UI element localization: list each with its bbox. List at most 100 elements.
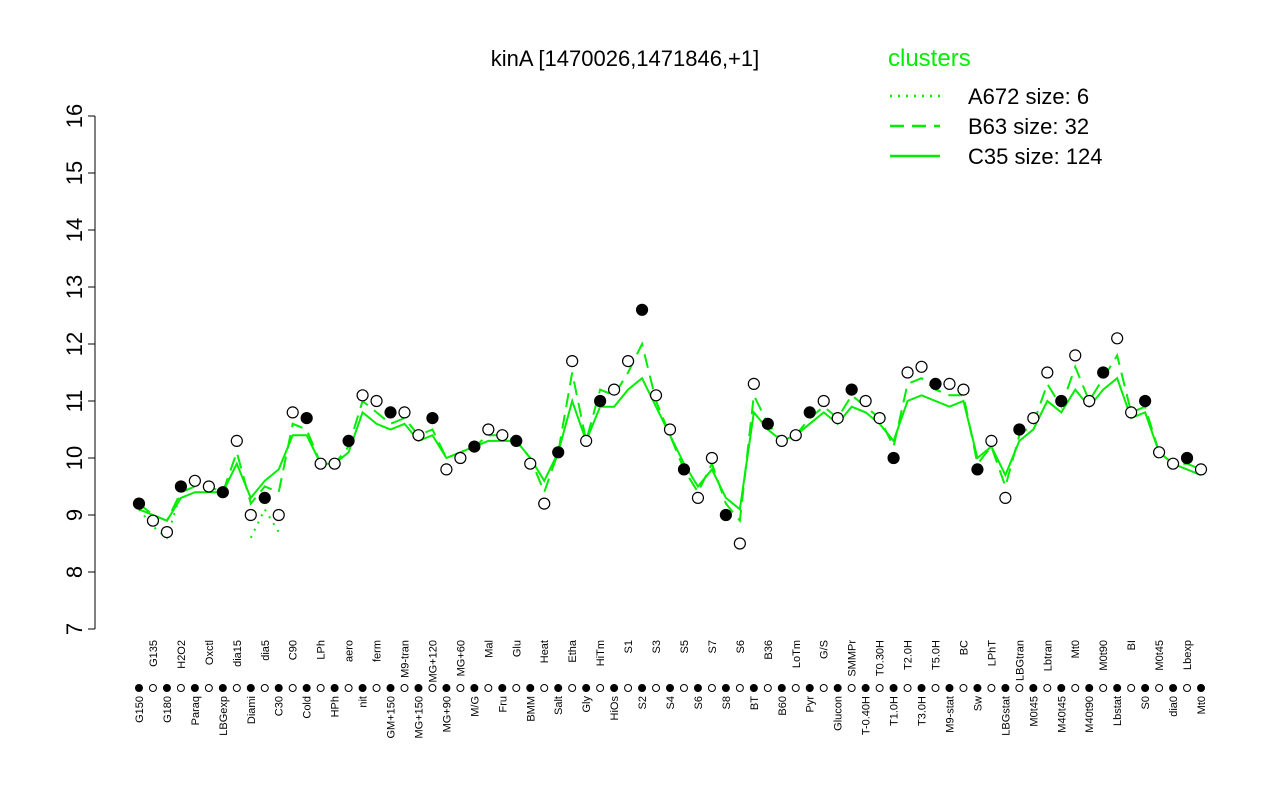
x-tick-label: MG+90 <box>441 696 453 732</box>
x-marker <box>204 684 213 692</box>
data-point <box>300 412 313 425</box>
x-tick-label: M9-stat <box>944 696 956 733</box>
legend-title: clusters <box>888 45 971 72</box>
data-point <box>761 417 774 430</box>
x-tick-label: dia0 <box>1168 696 1180 717</box>
data-point <box>188 474 201 487</box>
x-marker <box>554 684 563 692</box>
data-point <box>663 423 677 436</box>
data-point <box>1166 457 1180 470</box>
x-tick-label: B60 <box>777 696 789 716</box>
x-tick-label: S6 <box>735 640 747 653</box>
x-tick-label: S5 <box>679 640 691 653</box>
data-point <box>552 446 565 459</box>
x-tick-label: G/S <box>819 640 831 659</box>
x-tick-label: S1 <box>623 640 635 653</box>
data-point <box>733 537 746 550</box>
x-marker <box>847 684 856 692</box>
x-marker <box>540 684 549 692</box>
x-tick-label: aero <box>344 640 356 662</box>
data-point <box>1097 366 1110 379</box>
x-marker <box>1015 684 1024 692</box>
data-point <box>859 394 872 408</box>
x-tick-label: Gly <box>581 696 593 713</box>
data-point <box>985 434 998 447</box>
x-marker <box>1099 684 1108 692</box>
data-point <box>160 525 174 539</box>
x-tick-label: dia5 <box>260 640 272 661</box>
x-marker <box>763 684 772 692</box>
legend-label: B63 size: 32 <box>968 114 1089 139</box>
x-tick-label: T1.0H <box>889 696 901 726</box>
x-marker <box>1071 684 1080 692</box>
data-point <box>677 463 691 476</box>
x-marker <box>638 684 647 692</box>
x-marker <box>358 684 367 692</box>
x-tick-label: G180 <box>162 696 174 723</box>
data-point <box>594 394 607 408</box>
data-point <box>1041 366 1054 379</box>
x-marker <box>260 684 269 692</box>
x-marker <box>414 684 423 692</box>
x-marker <box>456 684 465 692</box>
x-tick-label: S6 <box>693 696 705 709</box>
x-marker <box>903 684 912 692</box>
data-point <box>482 423 495 436</box>
x-marker <box>819 684 828 692</box>
x-tick-label: nit <box>358 696 370 708</box>
data-point <box>817 394 830 408</box>
data-point <box>468 440 481 453</box>
x-marker <box>791 684 800 692</box>
data-point <box>1083 394 1096 408</box>
x-marker <box>386 684 395 692</box>
x-tick-label: Sw <box>972 696 984 711</box>
data-point <box>608 383 621 396</box>
x-marker <box>721 684 730 692</box>
x-tick-label: Glucon <box>833 696 845 731</box>
x-marker <box>1085 684 1094 692</box>
x-tick-label: MG+60 <box>455 640 467 676</box>
x-marker <box>1169 684 1178 692</box>
x-tick-label: MG+120 <box>427 640 439 683</box>
x-tick-label: BMM <box>525 696 537 722</box>
x-marker <box>1113 684 1122 692</box>
x-tick-label: Heat <box>539 640 551 663</box>
x-tick-label: Mal <box>483 640 495 658</box>
data-point <box>1194 463 1208 476</box>
x-marker <box>232 684 241 692</box>
x-tick-label: Cold <box>302 696 314 719</box>
x-tick-label: LBGstat <box>1000 696 1012 736</box>
x-tick-label: Mt0 <box>1196 696 1208 714</box>
x-tick-label: LPhT <box>986 640 998 667</box>
data-point <box>635 303 649 316</box>
data-point <box>971 463 984 476</box>
data-point <box>845 383 858 396</box>
x-marker <box>610 684 619 692</box>
x-marker <box>274 684 283 692</box>
data-point <box>272 508 285 522</box>
x-tick-label: GM+150 <box>386 696 398 739</box>
x-tick-label: G135 <box>148 640 160 667</box>
x-tick-label: SMMPr <box>847 640 859 677</box>
y-tick-label: 10 <box>62 446 87 470</box>
data-point <box>356 389 369 402</box>
x-marker <box>1141 684 1150 692</box>
x-marker <box>987 684 996 692</box>
data-point <box>314 457 327 470</box>
x-marker <box>652 684 661 692</box>
y-tick-label: 7 <box>62 623 87 635</box>
x-marker <box>582 684 591 692</box>
y-tick-label: 14 <box>62 218 87 242</box>
data-point <box>454 451 467 465</box>
x-tick-label: Lbstat <box>1112 696 1124 726</box>
data-point <box>901 366 914 379</box>
x-marker <box>693 684 702 692</box>
x-tick-label: Mt0 <box>1070 640 1082 658</box>
x-marker <box>470 684 479 692</box>
x-tick-label: Pyr <box>805 696 817 713</box>
x-tick-label: G150 <box>134 696 146 723</box>
x-tick-label: LPh <box>316 640 328 660</box>
x-tick-label: C90 <box>288 640 300 660</box>
x-tick-label: LoTm <box>791 640 803 668</box>
x-marker <box>1183 684 1192 692</box>
